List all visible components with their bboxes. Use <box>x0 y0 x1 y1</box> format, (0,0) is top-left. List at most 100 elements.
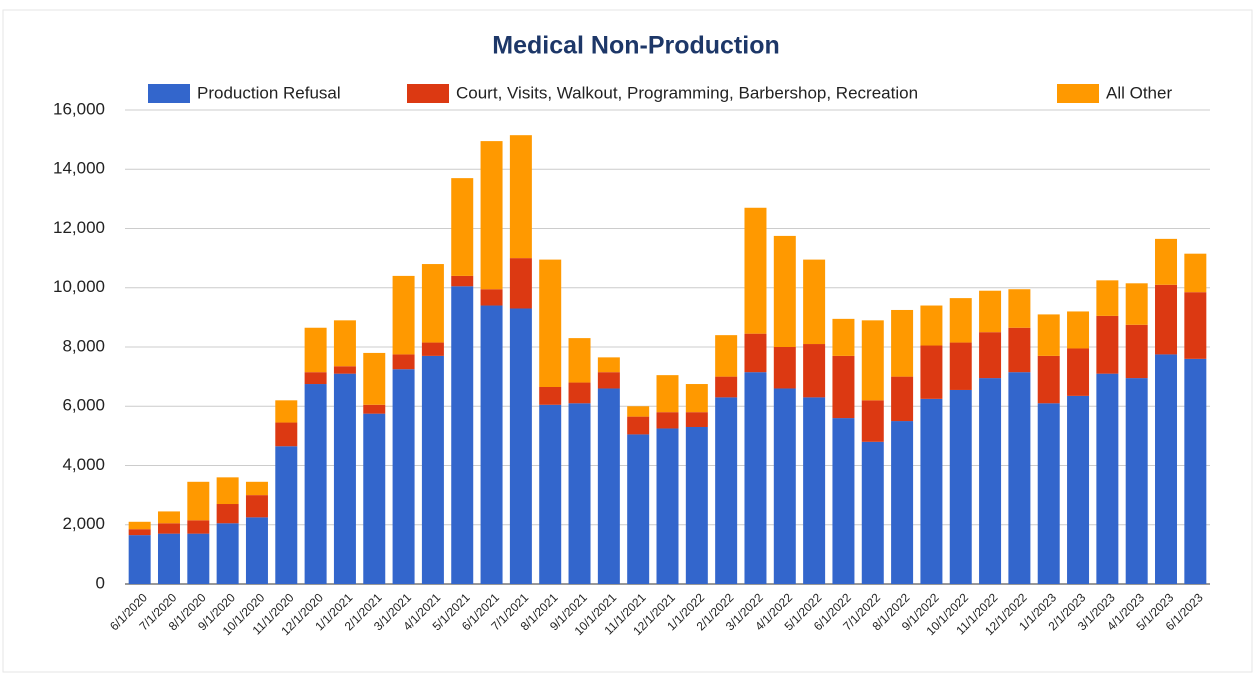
bar-segment <box>773 388 796 584</box>
bar-segment <box>363 352 386 405</box>
bar-segment <box>421 264 444 343</box>
bar-segment <box>979 378 1002 584</box>
bar-segment <box>509 258 532 309</box>
bar-segment <box>1155 238 1178 285</box>
bar-segment <box>187 533 210 584</box>
bar-segment <box>1067 311 1090 349</box>
bar-segment <box>891 309 914 377</box>
bar-segment <box>920 345 943 399</box>
legend-label: All Other <box>1106 83 1172 102</box>
bar-segment <box>539 386 562 405</box>
bar-segment <box>627 434 650 584</box>
bar-segment <box>861 441 884 584</box>
bar-segment <box>451 286 474 584</box>
bar-segment <box>128 529 151 536</box>
bar-segment <box>627 406 650 417</box>
bar-segment <box>949 298 972 343</box>
y-tick-label: 14,000 <box>53 159 105 178</box>
bar-segment <box>509 308 532 584</box>
bar-segment <box>1184 358 1207 584</box>
bar-segment <box>333 373 356 584</box>
bar-segment <box>187 520 210 534</box>
bar-segment <box>1096 315 1119 374</box>
bar-segment <box>1067 395 1090 584</box>
bar-segment <box>920 398 943 584</box>
chart-title: Medical Non-Production <box>492 32 780 60</box>
bar-segment <box>392 354 415 370</box>
bar-segment <box>685 384 708 413</box>
bar-segment <box>979 290 1002 333</box>
bar-segment <box>656 428 679 584</box>
y-tick-label: 8,000 <box>62 336 105 355</box>
bar-segment <box>480 141 503 290</box>
bar-segment <box>568 382 591 404</box>
y-tick-label: 6,000 <box>62 396 105 415</box>
bar-segment <box>949 389 972 584</box>
bar-segment <box>128 535 151 584</box>
bar-segment <box>832 355 855 419</box>
bar-segment <box>245 517 268 584</box>
bar-segment <box>1184 253 1207 293</box>
bar-segment <box>157 533 180 584</box>
bar-segment <box>979 332 1002 379</box>
bar-segment <box>216 504 239 524</box>
legend-swatch <box>1057 84 1099 103</box>
chart-frame <box>2 9 1253 673</box>
bar-segment <box>216 523 239 584</box>
bar-segment <box>656 375 679 413</box>
bar-segment <box>803 397 826 584</box>
legend-swatch <box>407 84 449 103</box>
bar-segment <box>685 412 708 427</box>
bar-segment <box>715 376 738 398</box>
bar-segment <box>1096 280 1119 316</box>
y-tick-label: 12,000 <box>53 218 105 237</box>
bar-segment <box>1155 354 1178 584</box>
bar-segment <box>187 481 210 521</box>
bar-segment <box>480 305 503 584</box>
bar-segment <box>421 355 444 584</box>
bar-segment <box>773 347 796 389</box>
bar-segment <box>509 135 532 259</box>
bar-segment <box>1096 373 1119 584</box>
bar-segment <box>451 178 474 276</box>
bar-segment <box>1037 355 1060 404</box>
bar-segment <box>1008 327 1031 373</box>
bar-segment <box>803 259 826 345</box>
bar-segment <box>832 418 855 584</box>
legend-label: Production Refusal <box>197 83 341 102</box>
bar-segment <box>1037 403 1060 584</box>
bar-segment <box>1155 284 1178 355</box>
bar-segment <box>803 344 826 398</box>
bar-segment <box>773 235 796 347</box>
bar-segment <box>1125 283 1148 325</box>
bar-segment <box>333 320 356 367</box>
bar-segment <box>245 495 268 518</box>
bar-segment <box>1125 378 1148 584</box>
bar-segment <box>744 333 767 373</box>
bar-segment <box>597 388 620 584</box>
bar-segment <box>275 400 298 423</box>
bar-segment <box>568 338 591 383</box>
bar-segment <box>363 413 386 584</box>
bar-segment <box>597 357 620 373</box>
bar-segment <box>304 327 327 373</box>
bar-segment <box>216 477 239 505</box>
legend-label: Court, Visits, Walkout, Programming, Bar… <box>456 83 918 102</box>
bar-segment <box>627 416 650 435</box>
bar-segment <box>392 369 415 584</box>
bar-segment <box>832 318 855 356</box>
bar-segment <box>245 481 268 496</box>
y-tick-label: 4,000 <box>62 455 105 474</box>
bar-segment <box>891 376 914 422</box>
bar-segment <box>539 259 562 387</box>
bar-segment <box>275 422 298 447</box>
bar-segment <box>891 421 914 584</box>
y-tick-label: 2,000 <box>62 514 105 533</box>
bar-segment <box>685 426 708 584</box>
bar-segment <box>480 289 503 306</box>
bar-segment <box>949 342 972 390</box>
y-tick-label: 0 <box>96 573 105 592</box>
bar-segment <box>128 521 151 530</box>
bar-segment <box>1008 289 1031 328</box>
